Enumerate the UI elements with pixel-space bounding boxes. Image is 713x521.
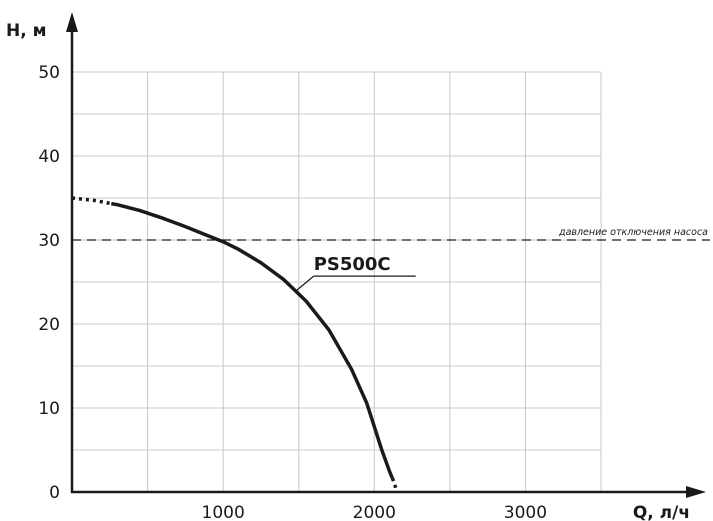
- x-axis-arrow-icon: [686, 486, 706, 498]
- series-group: PS500C: [71, 196, 416, 493]
- grid: [72, 71, 602, 492]
- x-axis-title: Q, л/ч: [633, 503, 690, 521]
- x-tick-label: 3000: [504, 503, 547, 521]
- y-tick-label: 40: [38, 147, 60, 167]
- series-line-ps500c: [110, 201, 395, 479]
- y-tick-label: 30: [38, 231, 60, 251]
- axes: H, м Q, л/ч: [6, 12, 706, 521]
- x-tick-labels: 1000 2000 3000: [202, 503, 548, 521]
- y-tick-label: 10: [38, 399, 60, 419]
- y-tick-label: 50: [38, 63, 60, 83]
- y-axis-title: H, м: [6, 21, 47, 41]
- y-tick-label: 20: [38, 315, 60, 335]
- series-line-ps500c-dotted-end: [390, 477, 399, 493]
- shutoff-pressure-label: давление отключения насоса: [558, 227, 708, 238]
- threshold-line-group: давление отключения насоса: [72, 227, 710, 241]
- y-axis-arrow-icon: [66, 12, 78, 32]
- series-line-ps500c-dotted-start: [71, 196, 112, 206]
- series-label-ps500c: PS500C: [314, 254, 391, 275]
- series-label-leader: [295, 275, 315, 292]
- x-tick-label: 2000: [353, 503, 396, 521]
- x-tick-label: 1000: [202, 503, 245, 521]
- y-tick-labels: 0 10 20 30 40 50: [38, 63, 60, 503]
- y-tick-label: 0: [49, 483, 60, 503]
